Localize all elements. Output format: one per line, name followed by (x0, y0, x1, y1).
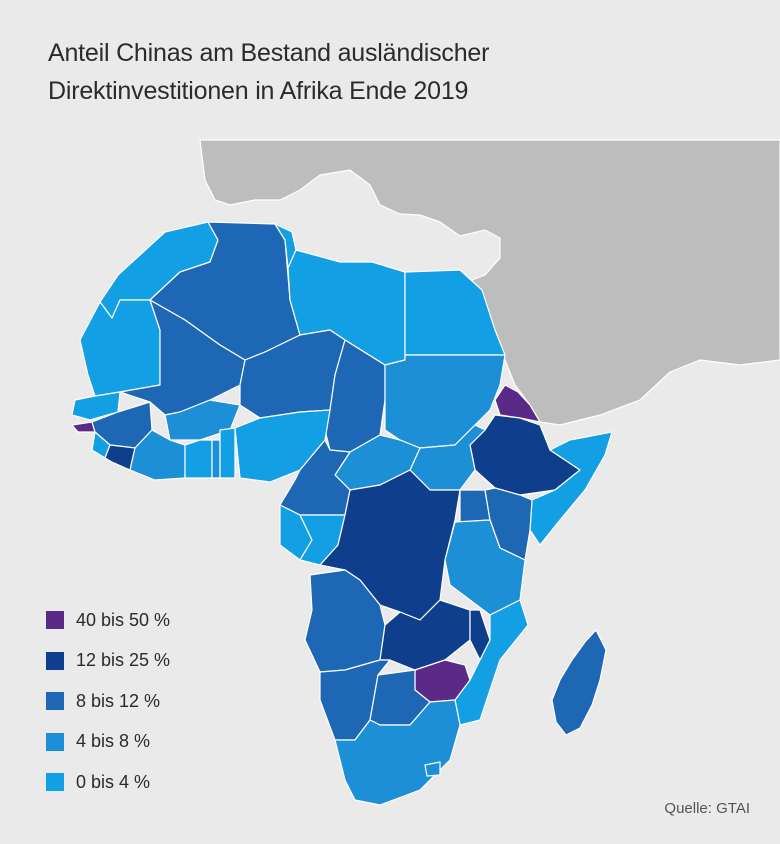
legend-label: 8 bis 12 % (76, 690, 161, 711)
legend-swatch (46, 651, 64, 670)
map-title: Anteil Chinas am Bestand ausländischer D… (48, 34, 688, 110)
south-africa (334, 699, 461, 806)
legend-item: 40 bis 50 % (46, 600, 170, 641)
legend-item: 0 bis 4 % (46, 762, 170, 803)
title-line-2: Direktinvestitionen in Afrika Ende 2019 (48, 77, 469, 105)
benin (219, 427, 236, 479)
mozambique (454, 599, 529, 726)
legend-label: 40 bis 50 % (76, 609, 171, 630)
legend-swatch (46, 732, 64, 751)
ghana (184, 439, 213, 479)
legend-item: 4 bis 8 % (46, 722, 170, 763)
madagascar (551, 629, 607, 736)
legend: 40 bis 50 % 12 bis 25 % 8 bis 12 % 4 bis… (46, 600, 170, 803)
legend-swatch (46, 692, 64, 711)
legend-swatch (46, 611, 64, 630)
legend-label: 4 bis 8 % (76, 731, 151, 752)
legend-swatch (46, 773, 64, 792)
legend-item: 12 bis 25 % (46, 641, 170, 682)
europe-landmass (199, 139, 780, 426)
legend-label: 0 bis 4 % (76, 771, 151, 792)
somalia (529, 431, 613, 546)
source-note: Quelle: GTAI (664, 800, 750, 817)
lesotho (424, 761, 441, 777)
togo (211, 439, 221, 479)
eritrea (494, 384, 541, 423)
title-line-1: Anteil Chinas am Bestand ausländischer (48, 39, 490, 67)
guinea-bissau (71, 421, 96, 433)
mauritania (79, 299, 161, 397)
legend-item: 8 bis 12 % (46, 681, 170, 722)
liberia (104, 444, 136, 471)
legend-label: 12 bis 25 % (76, 650, 171, 671)
